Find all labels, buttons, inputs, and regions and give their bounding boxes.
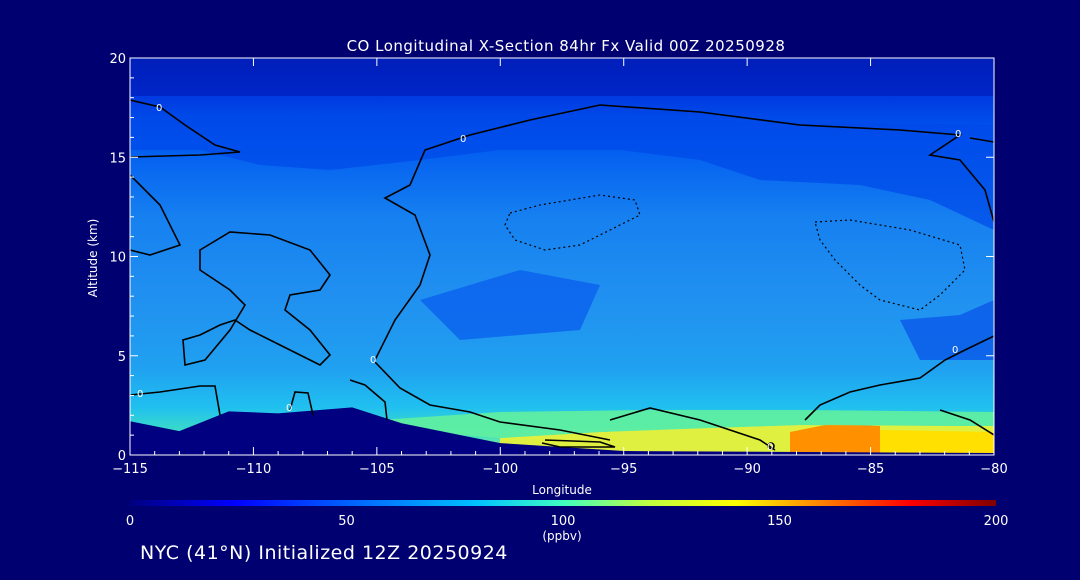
contour-lower-main: [374, 361, 611, 441]
terrain: [130, 407, 994, 455]
contour-label: 0: [370, 355, 376, 366]
contour-label: 0: [460, 134, 466, 145]
contour-bottom-right: [939, 409, 994, 436]
upper-dark-patch: [130, 115, 994, 230]
x-axis: −115 −110 −105 −100 −95 −90 −85 −80: [112, 58, 1008, 477]
colorbar-tick-label: 50: [338, 514, 355, 529]
contour-labels: 0 0 0 0 0 0 0 0 0: [137, 103, 961, 453]
contour-label: 0: [286, 403, 292, 414]
colorbar-units: (ppbv): [542, 529, 581, 543]
y-tick-label: 0: [118, 449, 126, 464]
colorbar: [130, 500, 996, 506]
contour-right-main: [804, 335, 994, 421]
y-tick-label: 5: [118, 350, 126, 365]
surface-orange-patch: [790, 424, 880, 455]
contour-label: 0: [952, 345, 958, 356]
contour-label: 0: [156, 103, 162, 114]
colorbar-tick-label: 0: [126, 514, 134, 529]
dotted-contour-right: [814, 219, 966, 311]
y-tick-label: 15: [109, 151, 126, 166]
colorbar-tick-label: 100: [551, 514, 576, 529]
x-tick-label: −105: [359, 462, 395, 477]
right-dark-patch: [900, 300, 994, 360]
contour-circle: [767, 442, 775, 450]
y-axis-label: Altitude (km): [86, 219, 100, 298]
contour-label: 0: [137, 389, 143, 400]
footer-location-text: NYC (41°N) Initialized 12Z 20250924: [140, 542, 508, 564]
contour-tropo-long: [374, 104, 994, 361]
dotted-contours: [504, 194, 966, 311]
contour-small-left: [289, 391, 314, 416]
contour-left-loop: [182, 231, 332, 367]
mid-dark-patch: [420, 270, 600, 340]
dotted-contour-center: [504, 194, 641, 251]
upper-low-band: [130, 58, 994, 96]
x-tick-label: −110: [236, 462, 272, 477]
x-tick-label: −90: [733, 462, 760, 477]
y-tick-label: 20: [109, 52, 126, 67]
colorbar-tick-label: 150: [767, 514, 792, 529]
x-tick-label: −115: [112, 462, 148, 477]
contour-small-mid: [349, 379, 388, 421]
x-tick-label: −95: [610, 462, 637, 477]
surface-green-band: [380, 410, 994, 438]
x-axis-label: Longitude: [532, 483, 592, 497]
x-tick-label: −85: [857, 462, 884, 477]
x-tick-label: −80: [980, 462, 1007, 477]
colorbar-ticks: 0 50 100 150 200: [126, 514, 1009, 529]
y-tick-label: 10: [109, 251, 126, 266]
colorbar-tick-label: 200: [984, 514, 1009, 529]
contour-lower-left: [130, 385, 221, 416]
contour-upper-main: [130, 174, 182, 256]
y-axis: 0 5 10 15 20: [109, 52, 994, 464]
contour-upper-left: [130, 99, 241, 158]
contour-tropo-right: [969, 137, 994, 143]
contour-label: 0: [955, 129, 961, 140]
chart-title: CO Longitudinal X-Section 84hr Fx Valid …: [347, 37, 786, 55]
contour-label: 0: [767, 442, 773, 453]
x-tick-label: −100: [482, 462, 518, 477]
surface-yellow-core: [880, 430, 994, 455]
plot-field: 0 0 0 0 0 0 0 0 0: [130, 58, 994, 455]
contour-lower-right: [609, 407, 776, 451]
contour-lines: [130, 99, 994, 451]
contour-bottom-box: [541, 439, 616, 448]
